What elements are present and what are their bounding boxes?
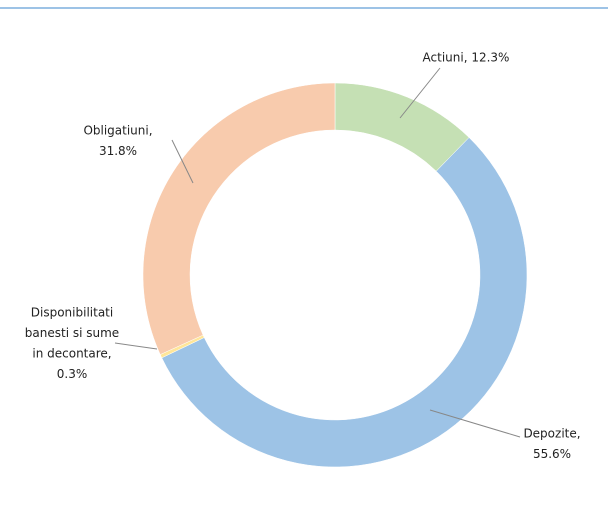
- leader-line: [171, 139, 194, 184]
- data-label: 55.6%: [533, 447, 571, 461]
- leader-line: [399, 67, 441, 119]
- data-label: Actiuni, 12.3%: [423, 51, 510, 65]
- data-label: Disponibilitati: [31, 306, 113, 320]
- data-label: 31.8%: [99, 144, 137, 158]
- data-label: in decontare,: [32, 347, 111, 361]
- data-label: banesti si sume: [25, 326, 119, 340]
- leader-line: [114, 342, 158, 350]
- data-label: 0.3%: [57, 367, 88, 381]
- donut-slice: [161, 137, 528, 468]
- data-label: Depozite,: [523, 427, 580, 441]
- data-label: Obligatiuni,: [83, 124, 152, 138]
- donut-slice: [142, 82, 336, 355]
- leader-line: [429, 409, 521, 438]
